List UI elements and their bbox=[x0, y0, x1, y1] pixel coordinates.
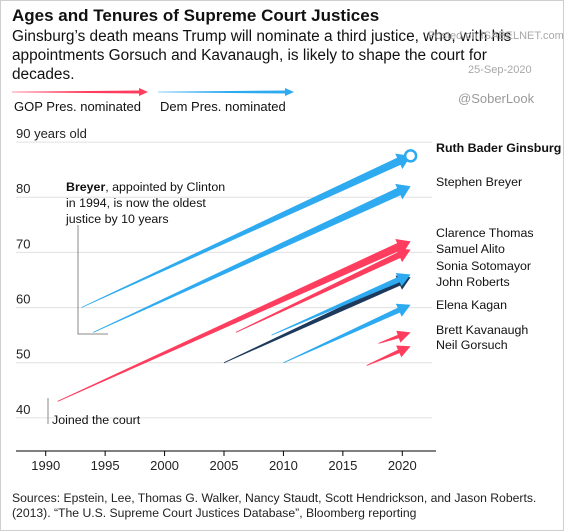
x-axis: 1990 1995 2000 2005 2010 2015 2020 bbox=[16, 450, 436, 473]
x-tick-label-1990: 1990 bbox=[31, 458, 60, 473]
series-john-roberts bbox=[223, 275, 411, 364]
series-neil-gorsuch bbox=[366, 345, 411, 366]
x-tick-label-2020: 2020 bbox=[388, 458, 417, 473]
breyer-annotation-line-2: in 1994, is now the oldest bbox=[66, 196, 206, 210]
series-clarence-thomas bbox=[57, 239, 411, 402]
breyer-annotation-line-3: justice by 10 years bbox=[65, 212, 169, 226]
y-tick-label-90: 90 years old bbox=[16, 126, 87, 141]
watermark-handle: @SoberLook bbox=[458, 91, 535, 106]
annotations: Breyer, appointed by Clinton in 1994, is … bbox=[47, 180, 225, 427]
breyer-annotation-name: Breyer bbox=[66, 180, 105, 194]
x-tick-label-1995: 1995 bbox=[91, 458, 120, 473]
breyer-annotation-text: , appointed by Clinton bbox=[105, 180, 225, 194]
y-tick-label-60: 60 bbox=[16, 292, 30, 307]
y-tick-label-80: 80 bbox=[16, 181, 30, 196]
y-tick-label-40: 40 bbox=[16, 402, 30, 417]
y-tick-label-50: 50 bbox=[16, 347, 30, 362]
series-ruth-bader-ginsburg bbox=[81, 153, 411, 308]
label-stephen-breyer: Stephen Breyer bbox=[436, 175, 522, 189]
x-tick-label-2000: 2000 bbox=[150, 458, 179, 473]
watermark-date: 25-Sep-2020 bbox=[468, 64, 532, 76]
label-sonia-sotomayor: Sonia Sotomayor bbox=[436, 259, 531, 273]
series-sonia-sotomayor bbox=[271, 273, 411, 336]
x-tick-label-2015: 2015 bbox=[328, 458, 357, 473]
label-brett-kavanaugh: Brett Kavanaugh bbox=[436, 323, 528, 337]
label-clarence-thomas: Clarence Thomas bbox=[436, 226, 534, 240]
breyer-annotation-line-1: Breyer, appointed by Clinton bbox=[66, 180, 225, 194]
legend-gop-arrow bbox=[12, 88, 148, 96]
legend-dem-arrow bbox=[158, 88, 294, 96]
label-samuel-alito: Samuel Alito bbox=[436, 242, 505, 256]
ginsburg-end-marker bbox=[403, 149, 418, 163]
series bbox=[57, 149, 418, 402]
x-tick-label-2010: 2010 bbox=[269, 458, 298, 473]
legend-dem-label: Dem Pres. nominated bbox=[160, 99, 286, 114]
y-axis: 40 50 60 70 80 90 years old bbox=[16, 126, 87, 417]
legend bbox=[12, 88, 294, 96]
label-neil-gorsuch: Neil Gorsuch bbox=[436, 338, 508, 352]
legend-gop-label: GOP Pres. nominated bbox=[14, 99, 141, 114]
source-note: Sources: Epstein, Lee, Thomas G. Walker,… bbox=[12, 491, 537, 520]
series-brett-kavanaugh bbox=[378, 330, 411, 344]
chart-title: Ages and Tenures of Supreme Court Justic… bbox=[12, 6, 380, 25]
label-elena-kagan: Elena Kagan bbox=[436, 298, 507, 312]
grid bbox=[16, 141, 432, 419]
series-samuel-alito bbox=[235, 248, 411, 333]
justice-labels: Ruth Bader Ginsburg Stephen Breyer Clarenc… bbox=[436, 141, 561, 352]
label-john-roberts: John Roberts bbox=[436, 275, 510, 289]
breyer-leader-line bbox=[77, 225, 108, 335]
watermark-site: Posted on ISABELNET.com bbox=[428, 30, 564, 42]
chart-subtitle: Ginsburg’s death means Trump will nomina… bbox=[12, 28, 512, 83]
x-tick-label-2005: 2005 bbox=[210, 458, 239, 473]
y-tick-label-70: 70 bbox=[16, 236, 30, 251]
series-elena-kagan bbox=[283, 303, 411, 364]
joined-court-label: Joined the court bbox=[52, 413, 141, 427]
series-stephen-breyer bbox=[93, 183, 411, 333]
label-ruth-bader-ginsburg: Ruth Bader Ginsburg bbox=[436, 141, 561, 155]
